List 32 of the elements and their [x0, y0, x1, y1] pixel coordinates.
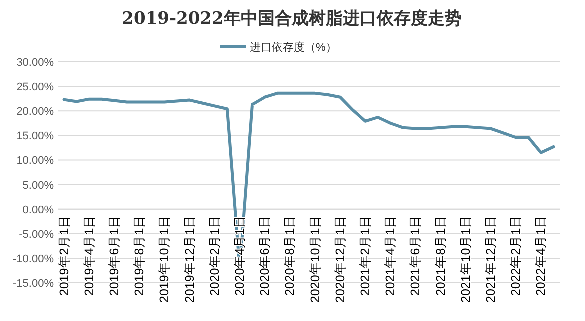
x-tick-label: 2020年2月1日 [208, 215, 222, 296]
y-tick-label: 0.00% [22, 204, 54, 216]
x-tick-label: 2020年6月1日 [258, 215, 272, 296]
x-tick-label: 2019年10月1日 [158, 215, 172, 304]
y-tick-label: -5.00% [19, 228, 54, 241]
y-tick-label: 15.00% [16, 130, 54, 143]
x-tick-label: 2019年8月1日 [132, 215, 147, 296]
x-tick-label: 2020年12月1日 [333, 215, 348, 304]
x-tick-label: 2020年4月1日 [232, 215, 247, 296]
x-tick-label: 2021年6月1日 [408, 215, 423, 296]
x-tick-label: 2020年8月1日 [283, 215, 298, 296]
y-tick-label: 25.00% [16, 82, 54, 94]
y-tick-label: 20.00% [16, 106, 54, 118]
x-tick-label: 2020年10月1日 [308, 215, 322, 304]
x-tick-label: 2022年4月1日 [534, 215, 548, 296]
x-tick-label: 2022年2月1日 [509, 215, 524, 296]
y-tick-label: -10.00% [13, 253, 54, 266]
x-tick-label: 2019年4月1日 [82, 215, 96, 296]
x-tick-label: 2019年2月1日 [57, 215, 72, 296]
x-tick-label: 2019年6月1日 [107, 215, 122, 296]
x-tick-label: 2019年12月1日 [182, 215, 197, 304]
x-tick-label: 2021年12月1日 [484, 215, 498, 304]
x-tick-label: 2021年10月1日 [458, 215, 473, 304]
y-tick-label: -15.00% [13, 278, 54, 290]
legend-label: 进口依存度（%） [250, 41, 337, 54]
x-tick-label: 2021年2月1日 [358, 215, 372, 296]
x-tick-label: 2021年4月1日 [384, 215, 398, 296]
chart-title: 2019-2022年中国合成树脂进口依存度走势 [122, 9, 462, 29]
y-tick-label: 30.00% [16, 57, 54, 69]
y-tick-label: 10.00% [16, 155, 54, 168]
x-tick-label: 2021年8月1日 [434, 215, 448, 296]
y-tick-label: 5.00% [22, 180, 54, 192]
